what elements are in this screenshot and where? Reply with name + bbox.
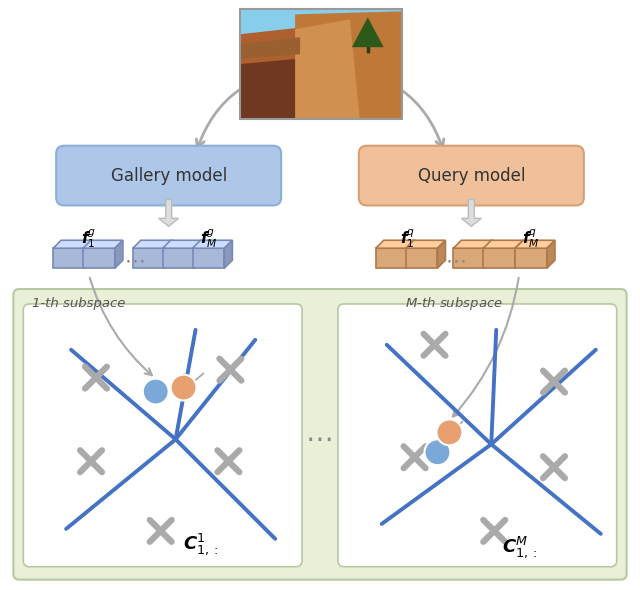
Polygon shape: [376, 240, 415, 248]
FancyBboxPatch shape: [338, 304, 617, 567]
Polygon shape: [115, 240, 123, 268]
Polygon shape: [193, 248, 225, 268]
Polygon shape: [241, 9, 402, 54]
Polygon shape: [406, 240, 445, 248]
Polygon shape: [376, 248, 408, 268]
FancyBboxPatch shape: [23, 304, 302, 567]
Polygon shape: [85, 240, 93, 268]
Polygon shape: [163, 248, 195, 268]
Polygon shape: [453, 240, 493, 248]
Polygon shape: [547, 240, 555, 268]
Text: $M$-th subspace: $M$-th subspace: [405, 296, 504, 313]
Text: Query model: Query model: [417, 166, 525, 185]
Text: $\boldsymbol{f}_M^g$: $\boldsymbol{f}_M^g$: [200, 227, 218, 250]
FancyBboxPatch shape: [56, 146, 281, 205]
Polygon shape: [295, 19, 360, 119]
Polygon shape: [53, 240, 93, 248]
Text: $\cdots$: $\cdots$: [305, 425, 332, 453]
Text: $\cdots$: $\cdots$: [445, 250, 466, 270]
Polygon shape: [164, 240, 173, 268]
Circle shape: [171, 375, 196, 401]
Polygon shape: [159, 199, 179, 227]
Polygon shape: [352, 17, 384, 47]
Polygon shape: [438, 240, 445, 268]
Polygon shape: [53, 248, 85, 268]
Polygon shape: [241, 24, 330, 119]
Text: $\boldsymbol{C}_{1,:}^1$: $\boldsymbol{C}_{1,:}^1$: [183, 531, 218, 557]
Polygon shape: [483, 240, 523, 248]
Polygon shape: [406, 248, 438, 268]
Polygon shape: [453, 248, 485, 268]
Polygon shape: [133, 240, 173, 248]
Polygon shape: [225, 240, 232, 268]
Text: $\boldsymbol{f}_1^g$: $\boldsymbol{f}_1^g$: [81, 227, 97, 250]
Polygon shape: [241, 57, 315, 119]
Polygon shape: [163, 240, 202, 248]
Text: $\cdots$: $\cdots$: [124, 250, 144, 270]
Text: 1-th subspace: 1-th subspace: [33, 297, 125, 310]
Polygon shape: [83, 248, 115, 268]
Polygon shape: [295, 11, 402, 119]
Polygon shape: [483, 248, 515, 268]
Text: $\boldsymbol{f}_1^q$: $\boldsymbol{f}_1^q$: [400, 227, 415, 250]
Circle shape: [424, 440, 451, 465]
Polygon shape: [241, 37, 300, 59]
Polygon shape: [485, 240, 493, 268]
Text: Gallery model: Gallery model: [111, 166, 227, 185]
Polygon shape: [515, 248, 547, 268]
Polygon shape: [461, 199, 481, 227]
Polygon shape: [408, 240, 415, 268]
Circle shape: [143, 379, 169, 405]
Polygon shape: [195, 240, 202, 268]
Circle shape: [436, 419, 462, 445]
Polygon shape: [193, 240, 232, 248]
FancyBboxPatch shape: [13, 289, 627, 579]
Text: $\boldsymbol{C}_{1,:}^M$: $\boldsymbol{C}_{1,:}^M$: [502, 534, 537, 560]
Polygon shape: [515, 240, 523, 268]
Text: $\boldsymbol{f}_M^q$: $\boldsymbol{f}_M^q$: [522, 227, 540, 250]
Polygon shape: [515, 240, 555, 248]
FancyBboxPatch shape: [359, 146, 584, 205]
Polygon shape: [133, 248, 164, 268]
Polygon shape: [83, 240, 123, 248]
